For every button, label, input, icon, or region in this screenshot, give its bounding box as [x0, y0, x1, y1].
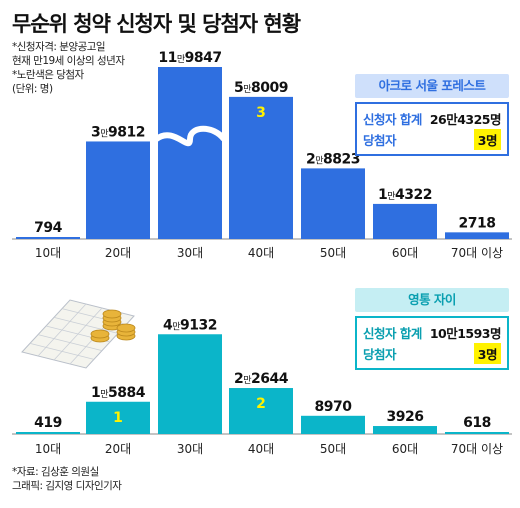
- complex-name-tag: 영통 자이: [355, 288, 509, 312]
- category-label: 20대: [105, 442, 131, 456]
- data-label: 8970: [315, 399, 353, 415]
- bar: [86, 141, 150, 239]
- bar: [16, 432, 80, 434]
- bar: [229, 96, 293, 239]
- winners-row: 당첨자 3명: [363, 343, 501, 364]
- bar: [445, 432, 509, 434]
- notes: *신청자격: 분양공고일 현재 만19세 이상의 성년자 *노란색은 당첨자 (…: [12, 40, 125, 96]
- data-label: 1만4322: [378, 187, 432, 203]
- bar: [301, 415, 365, 434]
- category-label: 40대: [248, 246, 274, 260]
- note-line: 현재 만19세 이상의 성년자: [12, 55, 125, 67]
- bar: [373, 426, 437, 434]
- ledger-coins-illustration: [21, 299, 136, 369]
- winners-label: 당첨자: [363, 133, 397, 148]
- credit-note: 그래픽: 김지영 디자인기자: [12, 480, 122, 492]
- info-box-body: 신청자 합계 26만4325명 당첨자 3명: [355, 102, 509, 156]
- winners-label: 2: [256, 396, 266, 412]
- category-label: 20대: [105, 246, 131, 260]
- bar: [158, 334, 222, 434]
- category-label: 30대: [177, 442, 203, 456]
- category-label: 10대: [35, 442, 61, 456]
- category-label: 40대: [248, 442, 274, 456]
- source-note: *자료: 김상훈 의원실: [12, 466, 99, 478]
- bar: [86, 401, 150, 434]
- winners-total: 3명: [473, 343, 501, 364]
- bar: [16, 237, 80, 239]
- data-label: 5만8009: [234, 80, 288, 96]
- category-label: 30대: [177, 246, 203, 260]
- info-box-acro: 아크로 서울 포레스트 신청자 합계 26만4325명 당첨자 3명: [355, 74, 509, 156]
- note-line: *신청자격: 분양공고일: [12, 41, 106, 53]
- data-label: 3만9812: [91, 124, 145, 140]
- note-line: (단위: 명): [12, 83, 53, 95]
- applicants-total: 26만4325명: [429, 112, 502, 127]
- info-box-body: 신청자 합계 10만1593명 당첨자 3명: [355, 316, 509, 370]
- complex-name-tag: 아크로 서울 포레스트: [355, 74, 509, 98]
- data-label: 419: [34, 415, 62, 431]
- data-label: 618: [463, 415, 491, 431]
- winners-row: 당첨자 3명: [363, 129, 501, 150]
- info-box-yeongtong: 영통 자이 신청자 합계 10만1593명 당첨자 3명: [355, 288, 509, 370]
- winners-total: 3명: [473, 129, 501, 150]
- data-label: 2만8823: [306, 151, 360, 167]
- winners-label: 1: [113, 410, 123, 426]
- winners-label: 당첨자: [363, 347, 397, 362]
- category-label: 60대: [392, 442, 418, 456]
- winners-label: 3: [256, 105, 266, 121]
- applicants-label: 신청자 합계: [363, 112, 422, 127]
- data-label: 1만5884: [91, 385, 146, 401]
- data-label: 11만9847: [158, 50, 221, 66]
- axis-break-mark: [154, 125, 227, 147]
- category-label: 70대 이상: [451, 246, 503, 260]
- bar: [301, 168, 365, 239]
- data-label: 794: [34, 220, 62, 236]
- bar: [445, 232, 509, 239]
- note-line: *노란색은 당첨자: [12, 69, 84, 81]
- category-label: 10대: [35, 246, 61, 260]
- applicants-label: 신청자 합계: [363, 326, 422, 341]
- applicants-row: 신청자 합계 10만1593명: [363, 322, 502, 343]
- category-label: 60대: [392, 246, 418, 260]
- bar: [229, 388, 293, 434]
- data-label: 2만2644: [234, 371, 289, 387]
- category-label: 70대 이상: [451, 442, 503, 456]
- applicants-row: 신청자 합계 26만4325명: [363, 108, 502, 129]
- chart-title: 무순위 청약 신청자 및 당첨자 현황: [12, 12, 301, 36]
- category-label: 50대: [320, 442, 346, 456]
- data-label: 2718: [459, 215, 496, 231]
- bar: [158, 67, 222, 239]
- data-label: 3926: [387, 409, 424, 425]
- applicants-total: 10만1593명: [429, 326, 502, 341]
- footer: *자료: 김상훈 의원실 그래픽: 김지영 디자인기자: [12, 465, 122, 493]
- category-label: 50대: [320, 246, 346, 260]
- data-label: 4만9132: [163, 317, 217, 333]
- bar: [373, 203, 437, 239]
